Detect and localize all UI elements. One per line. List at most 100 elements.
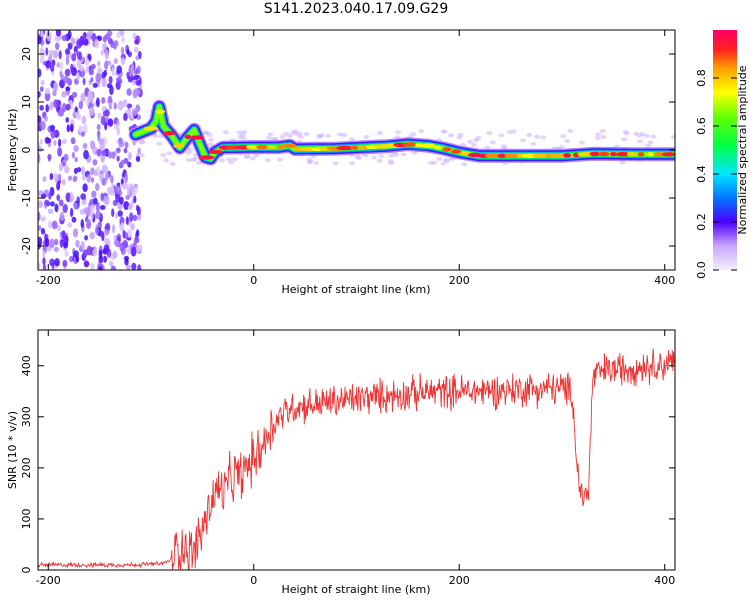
noise-speckle (120, 222, 124, 231)
noise-speckle (48, 49, 55, 56)
noise-speckle (58, 199, 64, 207)
figure-title: S141.2023.040.17.09.G29 (264, 1, 449, 17)
noise-speckle (104, 122, 108, 131)
noise-speckle (38, 154, 41, 164)
noise-speckle (63, 75, 69, 84)
haze-speckle (264, 158, 271, 163)
haze-speckle (265, 136, 272, 140)
noise-speckle (44, 115, 48, 122)
noise-speckle (131, 246, 137, 257)
ridge-peak (598, 151, 610, 157)
noise-speckle (86, 245, 93, 256)
noise-speckle (45, 47, 49, 56)
noise-speckle (39, 47, 44, 53)
noise-speckle (76, 71, 80, 81)
noise-speckle (65, 117, 69, 123)
noise-speckle (92, 82, 98, 88)
haze-speckle (163, 158, 170, 163)
noise-speckle (70, 137, 76, 145)
noise-speckle (82, 183, 88, 193)
noise-speckle (40, 30, 44, 38)
noise-speckle (39, 86, 44, 92)
haze-speckle (243, 154, 250, 159)
haze-speckle (195, 160, 202, 165)
noise-speckle (101, 77, 107, 88)
x-tick-label: -200 (36, 274, 61, 287)
ridge-peak (532, 153, 547, 158)
noise-speckle (59, 70, 63, 77)
haze-speckle (190, 157, 197, 162)
noise-speckle (116, 32, 121, 39)
noise-speckle (48, 220, 52, 229)
noise-speckle (52, 89, 57, 97)
ridge-peak (415, 142, 424, 148)
noise-speckle (76, 59, 82, 69)
ridge-peak (208, 149, 223, 154)
haze-speckle (169, 161, 176, 166)
noise-speckle (38, 225, 42, 231)
haze-speckle (395, 130, 401, 135)
noise-speckle (83, 124, 88, 134)
haze-speckle (356, 155, 363, 160)
noise-speckle (44, 87, 51, 95)
noise-speckle (82, 77, 86, 86)
noise-speckle (59, 61, 64, 71)
noise-speckle (135, 79, 141, 86)
noise-speckle (112, 250, 118, 259)
noise-speckle (95, 183, 100, 191)
noise-speckle (49, 258, 55, 267)
haze-speckle (202, 130, 209, 135)
noise-speckle (98, 255, 104, 263)
noise-speckle (97, 35, 103, 42)
haze-speckle (371, 155, 378, 160)
noise-speckle (40, 216, 46, 222)
noise-speckle (136, 245, 142, 254)
noise-speckle (113, 42, 117, 50)
noise-speckle (105, 222, 111, 231)
noise-speckle (74, 106, 78, 113)
haze-speckle (534, 134, 540, 139)
noise-speckle (111, 208, 115, 217)
noise-speckle (66, 124, 71, 133)
noise-speckle (55, 42, 60, 50)
noise-speckle (71, 53, 77, 62)
noise-speckle (87, 90, 93, 100)
ridge-peak (504, 153, 519, 158)
noise-speckle (133, 74, 140, 80)
haze-speckle (431, 160, 438, 165)
noise-speckle (75, 255, 80, 263)
noise-speckle (80, 240, 85, 251)
noise-speckle (88, 102, 94, 108)
ridge-peak (497, 153, 508, 158)
noise-speckle (67, 30, 72, 40)
noise-speckle (95, 201, 100, 212)
noise-speckle (45, 60, 52, 69)
haze-speckle (621, 137, 628, 142)
ridge-peak (545, 153, 553, 158)
colorbar-tick-label: 0.6 (695, 117, 708, 135)
noise-speckle (67, 42, 73, 50)
x-tick-label: 200 (449, 274, 470, 287)
noise-speckle (69, 207, 74, 218)
haze-speckle (436, 156, 443, 161)
haze-speckle (139, 139, 146, 144)
noise-speckle (117, 210, 123, 217)
noise-speckle (81, 175, 86, 181)
haze-speckle (400, 152, 407, 157)
noise-speckle (69, 196, 74, 203)
ridge-peak (173, 143, 185, 149)
noise-speckle (129, 185, 134, 193)
y-tick-label: 400 (20, 355, 33, 376)
noise-speckle (47, 153, 51, 162)
noise-speckle (103, 195, 110, 206)
haze-speckle (489, 140, 496, 145)
noise-speckle (50, 129, 56, 139)
noise-speckle (64, 250, 69, 257)
noise-speckle (115, 185, 122, 195)
noise-speckle (54, 258, 60, 267)
ridge-peak (563, 153, 572, 158)
haze-speckle (218, 158, 225, 163)
noise-speckle (46, 137, 52, 144)
noise-speckle (38, 146, 43, 152)
noise-speckle (110, 265, 116, 270)
